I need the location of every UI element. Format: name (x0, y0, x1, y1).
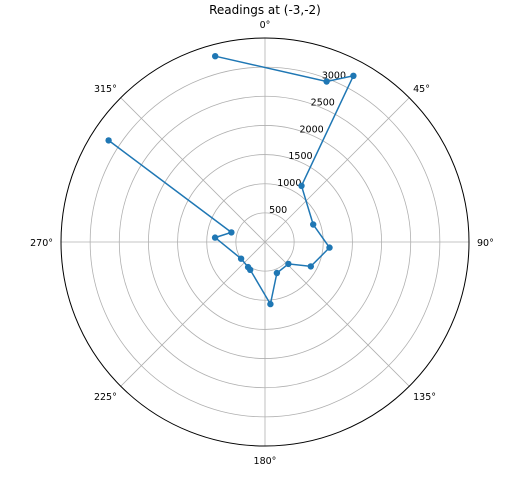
theta-tick-label: 0° (260, 20, 271, 31)
data-point (228, 229, 235, 236)
data-point (273, 269, 281, 277)
r-tick-label: 2000 (300, 124, 324, 135)
data-point (310, 221, 317, 228)
data-point (350, 72, 357, 80)
theta-tick-label: 45° (413, 84, 430, 95)
tick-layer: 0° 45° 90° 135° 180° 225° 270° 315° 500 1000 1500 2… (30, 20, 494, 467)
r-tick-label: 3000 (322, 70, 346, 81)
data-point (211, 234, 219, 241)
theta-grid-line (120, 241, 266, 387)
data-point (307, 263, 314, 270)
series-line (108, 55, 355, 307)
data-point (105, 137, 112, 144)
polar-frame (60, 37, 470, 447)
data-point (298, 182, 305, 189)
data-point (326, 244, 333, 251)
chart-title: Readings at (-3,-2) (209, 3, 321, 17)
theta-grid-line (264, 97, 410, 243)
r-tick-label: 2500 (311, 97, 335, 108)
theta-tick-label: 180° (254, 456, 277, 467)
data-point (237, 255, 245, 262)
data-point (267, 300, 274, 308)
data-point (285, 260, 292, 268)
theta-tick-label: 270° (30, 238, 53, 249)
data-point (212, 53, 219, 60)
theta-tick-label: 135° (413, 392, 436, 403)
theta-tick-label: 225° (94, 392, 117, 403)
theta-tick-label: 90° (477, 238, 494, 249)
data-point (244, 263, 252, 271)
r-tick-label: 500 (269, 205, 287, 216)
theta-grid-line (120, 97, 266, 243)
r-tick-label: 1000 (277, 178, 301, 189)
theta-tick-label: 315° (94, 84, 117, 95)
r-tick-label: 1500 (288, 151, 312, 162)
data-point (323, 78, 330, 85)
grid-layer (60, 37, 470, 447)
series-layer (105, 53, 357, 308)
